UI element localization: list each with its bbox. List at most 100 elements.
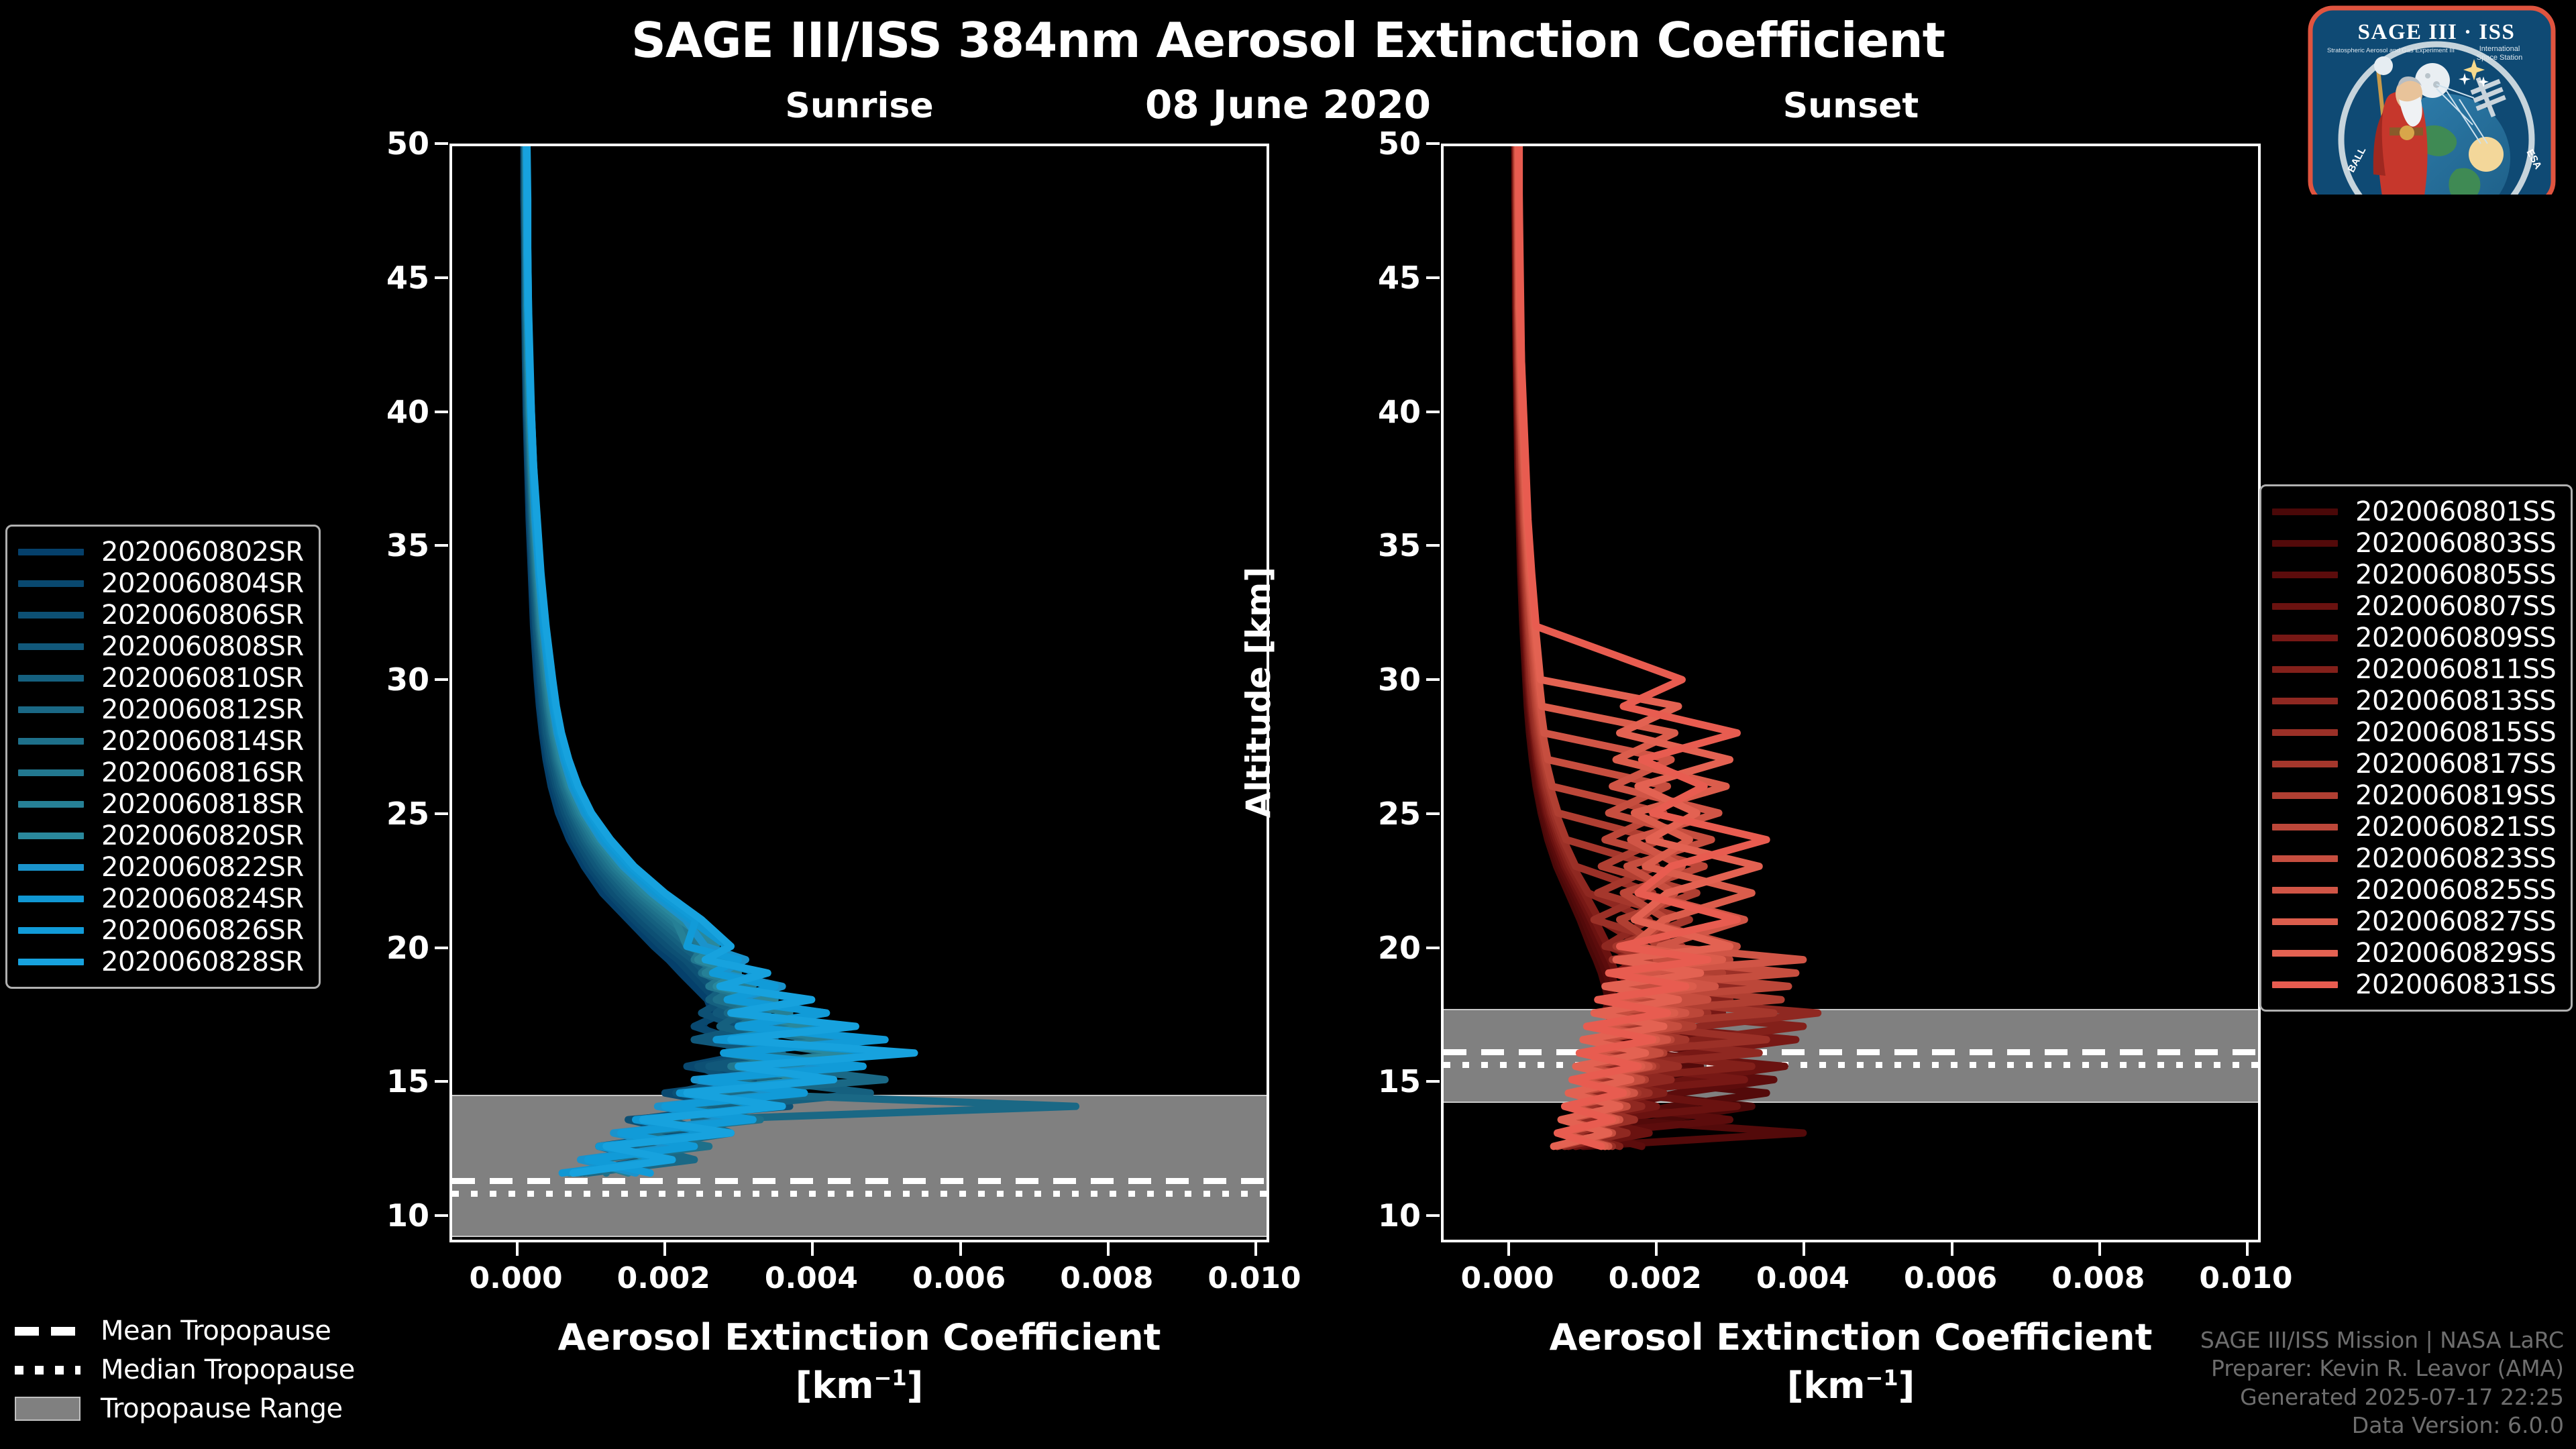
sunrise-legend-row[interactable]: 2020060826SR (18, 914, 304, 946)
sunset-y-tick-label: 20 (1377, 929, 1421, 966)
svg-text:SAGE III · ISS: SAGE III · ISS (2358, 20, 2516, 44)
sage-iii-iss-logo: SAGE III · ISS Stratospheric Aerosol and… (2305, 5, 2559, 207)
sunset-x-tick-label: 0.010 (2199, 1261, 2293, 1295)
sunrise-legend-label: 2020060820SR (101, 820, 304, 851)
filled-band-icon (15, 1397, 80, 1421)
sunset-y-tick-mark (1426, 812, 1440, 815)
sunrise-y-tick-mark (435, 678, 448, 682)
sunrise-x-tick-mark (811, 1242, 814, 1256)
sunset-y-tick-mark (1426, 1214, 1440, 1218)
sunset-y-tick-label: 35 (1377, 527, 1421, 564)
sunrise-legend-row[interactable]: 2020060804SR (18, 568, 304, 599)
sunset-plot-area (1441, 144, 2261, 1242)
sunset-legend-label: 2020060821SS (2355, 811, 2557, 843)
sunset-legend-row[interactable]: 2020060831SS (2272, 969, 2557, 1000)
sunrise-legend-label: 2020060816SR (101, 757, 304, 788)
sunset-legend-row[interactable]: 2020060829SS (2272, 937, 2557, 969)
sunset-legend-row[interactable]: 2020060807SS (2272, 590, 2557, 622)
sunset-x-tick-label: 0.002 (1608, 1261, 1702, 1295)
sunset-x-tick-mark (2098, 1242, 2101, 1256)
series-line (1515, 146, 1770, 1150)
sunset-legend-label: 2020060809SS (2355, 622, 2557, 653)
sunset-legend-row[interactable]: 2020060801SS (2272, 496, 2557, 527)
sunrise-legend-row[interactable]: 2020060818SR (18, 788, 304, 820)
sunset-panel-label: Sunset (1782, 86, 1919, 126)
sunrise-legend-row[interactable]: 2020060820SR (18, 820, 304, 851)
sunset-x-tick-mark (1950, 1242, 1953, 1256)
credits-line-preparer: Preparer: Kevin R. Leavor (AMA) (2211, 1355, 2564, 1382)
sunrise-y-tick-label: 10 (386, 1197, 429, 1234)
sunset-x-tick-mark (2245, 1242, 2249, 1256)
sunrise-legend-label: 2020060814SR (101, 725, 304, 757)
sunrise-legend-row[interactable]: 2020060802SR (18, 536, 304, 568)
sunrise-x-tick-mark (1254, 1242, 1257, 1256)
sunset-x-axis-label: Aerosol Extinction Coefficient (1549, 1316, 2153, 1358)
line-swatch-icon (18, 926, 84, 934)
sunrise-legend-row[interactable]: 2020060824SR (18, 883, 304, 914)
dotted-line-icon (15, 1365, 80, 1375)
sunset-legend-row[interactable]: 2020060821SS (2272, 811, 2557, 843)
sunrise-x-tick-mark (1106, 1242, 1110, 1256)
sunset-legend-label: 2020060813SS (2355, 685, 2557, 716)
line-swatch-icon (18, 674, 84, 682)
sunset-y-tick-label: 15 (1377, 1063, 1421, 1100)
sunrise-legend-label: 2020060824SR (101, 883, 304, 914)
sunrise-y-tick-mark (435, 946, 448, 949)
sunset-legend-row[interactable]: 2020060803SS (2272, 527, 2557, 559)
legend-item-mean-tropopause: Mean Tropopause (15, 1311, 355, 1350)
line-swatch-icon (2272, 886, 2338, 894)
svg-text:Stratospheric Aerosol and Gas: Stratospheric Aerosol and Gas Experiment… (2327, 47, 2455, 54)
sunrise-plot-area (449, 144, 1269, 1242)
sunset-legend-row[interactable]: 2020060819SS (2272, 780, 2557, 811)
sunrise-legend-label: 2020060826SR (101, 914, 304, 946)
sunset-legend-label: 2020060819SS (2355, 780, 2557, 811)
sunrise-legend-label: 2020060818SR (101, 788, 304, 820)
sunrise-y-tick-mark (435, 812, 448, 815)
line-swatch-icon (18, 895, 84, 902)
sunrise-x-tick-label: 0.010 (1208, 1261, 1301, 1295)
sunrise-legend-row[interactable]: 2020060828SR (18, 946, 304, 977)
sunset-legend-row[interactable]: 2020060805SS (2272, 559, 2557, 590)
sunrise-legend-row[interactable]: 2020060810SR (18, 662, 304, 694)
sunset-legend-row[interactable]: 2020060817SS (2272, 748, 2557, 780)
sunset-x-tick-label: 0.004 (1756, 1261, 1850, 1295)
sunrise-legend-row[interactable]: 2020060808SR (18, 631, 304, 662)
sunset-legend-row[interactable]: 2020060815SS (2272, 716, 2557, 748)
sunset-series-curves (1511, 146, 1822, 1150)
sunrise-legend-row[interactable]: 2020060822SR (18, 851, 304, 883)
line-swatch-icon (2272, 823, 2338, 830)
sunrise-legend-row[interactable]: 2020060806SR (18, 599, 304, 631)
sunrise-x-tick-mark (959, 1242, 962, 1256)
sunrise-y-tick-label: 30 (386, 661, 429, 698)
sunrise-legend-row[interactable]: 2020060814SR (18, 725, 304, 757)
sunset-legend-row[interactable]: 2020060827SS (2272, 906, 2557, 937)
sunrise-legend[interactable]: 2020060802SR 2020060804SR 2020060806SR 2020… (5, 525, 321, 989)
sunrise-legend-label: 2020060812SR (101, 694, 304, 725)
credits-line-generated: Generated 2025-07-17 22:25 (2240, 1383, 2564, 1410)
sunset-legend-label: 2020060805SS (2355, 559, 2557, 590)
sunset-legend-row[interactable]: 2020060811SS (2272, 653, 2557, 685)
sunset-legend[interactable]: 2020060801SS 2020060803SS 2020060805SS 2020… (2259, 484, 2573, 1012)
sunrise-x-tick-label: 0.002 (616, 1261, 710, 1295)
sunrise-legend-row[interactable]: 2020060816SR (18, 757, 304, 788)
line-swatch-icon (2272, 634, 2338, 641)
sunrise-legend-label: 2020060804SR (101, 568, 304, 599)
sunrise-x-axis-label: Aerosol Extinction Coefficient (557, 1316, 1161, 1358)
sunset-x-axis-unit: [km−1] (1786, 1364, 1915, 1407)
sunrise-y-tick-label: 40 (386, 393, 429, 430)
sunset-y-tick-label: 50 (1377, 125, 1421, 162)
credits-line-version: Data Version: 6.0.0 (2351, 1411, 2564, 1438)
sunrise-y-tick-mark (435, 1214, 448, 1218)
sunrise-y-tick-label: 50 (386, 125, 429, 162)
line-swatch-icon (2272, 571, 2338, 578)
sunrise-x-axis-unit: [km−1] (795, 1364, 924, 1407)
sunrise-legend-row[interactable]: 2020060812SR (18, 694, 304, 725)
sunset-y-tick-mark (1426, 1080, 1440, 1083)
sunset-legend-row[interactable]: 2020060809SS (2272, 622, 2557, 653)
sunset-y-tick-mark (1426, 142, 1440, 145)
sunset-legend-row[interactable]: 2020060825SS (2272, 874, 2557, 906)
sunset-legend-row[interactable]: 2020060823SS (2272, 843, 2557, 874)
sunset-legend-row[interactable]: 2020060813SS (2272, 685, 2557, 716)
sunrise-legend-label: 2020060822SR (101, 851, 304, 883)
sunrise-y-tick-mark (435, 142, 448, 145)
